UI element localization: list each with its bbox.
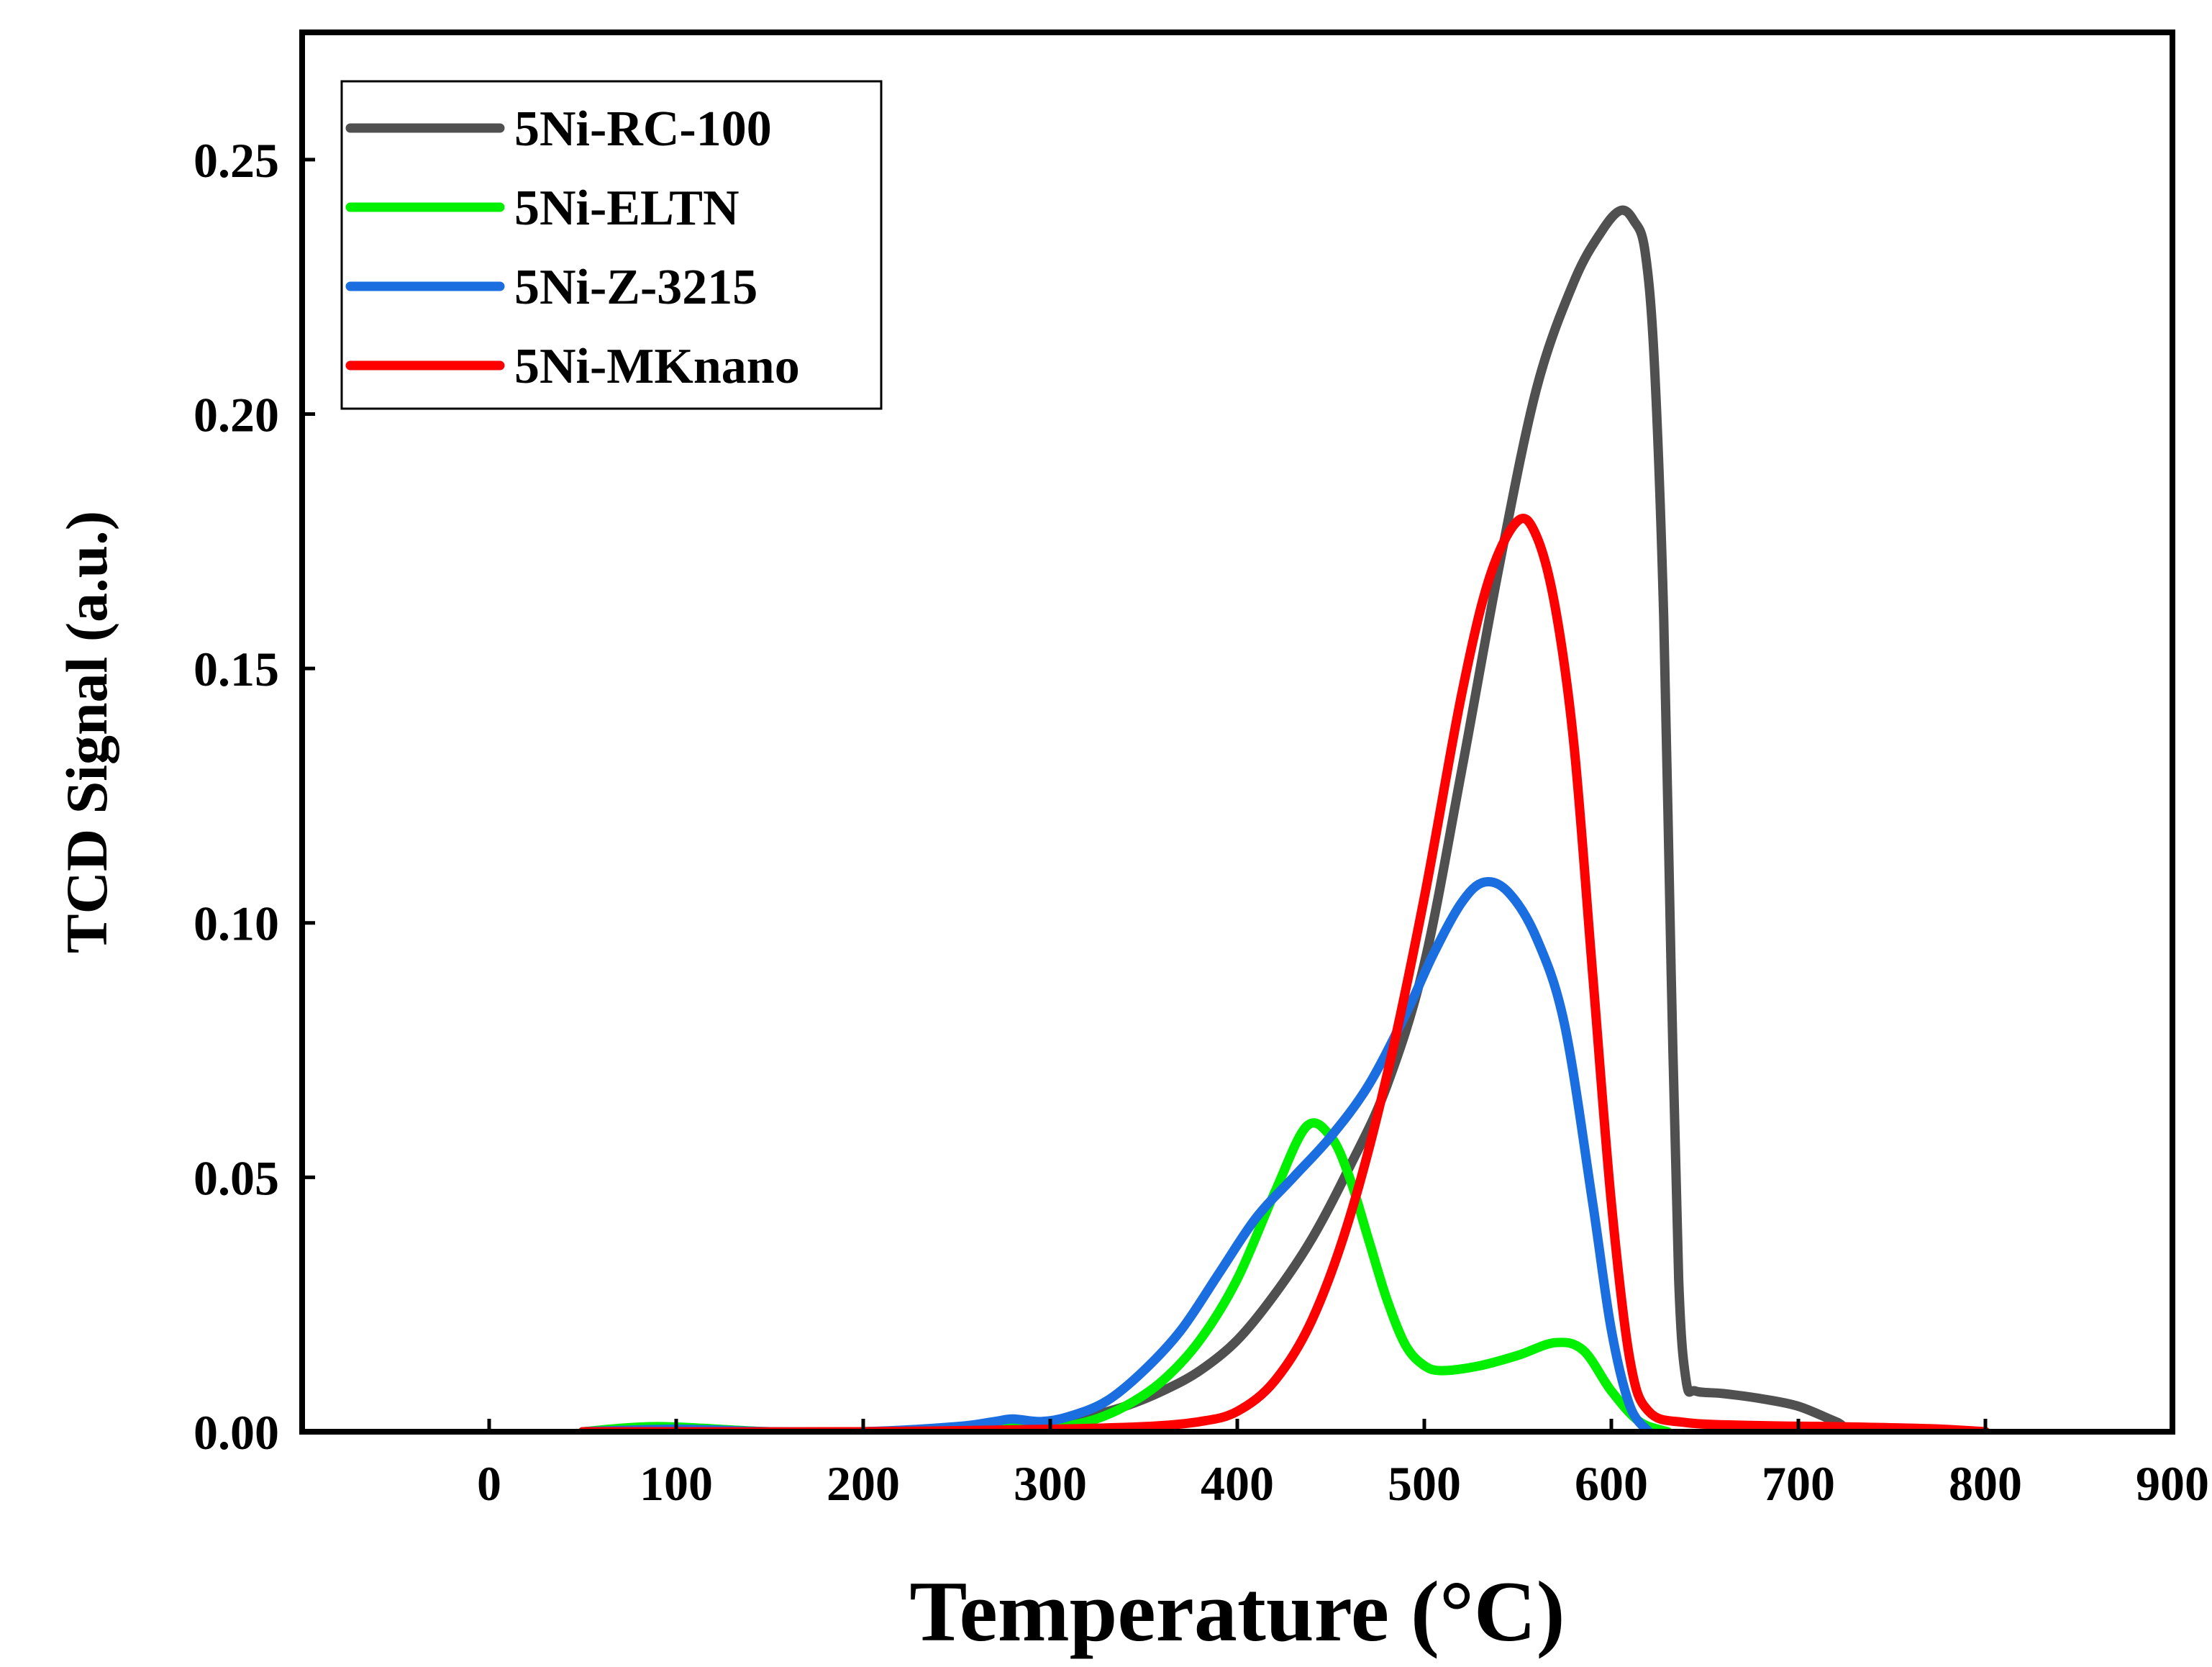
y-axis-title: TCD Signal (a.u.) bbox=[54, 511, 119, 953]
y-tick-label: 0.20 bbox=[194, 387, 279, 442]
y-tick-label: 0.00 bbox=[194, 1405, 279, 1460]
legend-box bbox=[340, 80, 883, 410]
legend-label-5ni-z-3215: 5Ni-Z-3215 bbox=[514, 260, 757, 315]
y-tick-label: 0.25 bbox=[194, 133, 279, 188]
legend-label-5ni-mknano: 5Ni-MKnano bbox=[514, 339, 800, 394]
series-line-5ni-z-3215 bbox=[578, 877, 1654, 1432]
x-tick-label: 300 bbox=[1014, 1456, 1087, 1511]
x-axis-title: Temperature (°C) bbox=[909, 1563, 1565, 1659]
x-tick-label: 700 bbox=[1762, 1456, 1835, 1511]
y-tick-label: 0.05 bbox=[194, 1150, 279, 1205]
x-tick-label: 800 bbox=[1949, 1456, 2022, 1511]
x-tick-label: 900 bbox=[2136, 1456, 2209, 1511]
legend: 5Ni-RC-100 5Ni-ELTN 5Ni-Z-3215 5Ni-MKnano bbox=[340, 80, 883, 410]
y-tick-label: 0.10 bbox=[194, 896, 279, 951]
x-tick-label: 0 bbox=[477, 1456, 501, 1511]
ticks-layer: 0 100 200 300 400 500 600 700 800 900 0.00 0.05 0.10… bbox=[194, 133, 2209, 1511]
series-line-5ni-mknano bbox=[578, 514, 1990, 1432]
series-line-5ni-rc-100 bbox=[578, 205, 1990, 1432]
x-tick-label: 100 bbox=[640, 1456, 713, 1511]
y-tick-label: 0.15 bbox=[194, 642, 279, 696]
legend-label-5ni-rc-100: 5Ni-RC-100 bbox=[514, 101, 772, 157]
x-tick-label: 600 bbox=[1575, 1456, 1648, 1511]
x-tick-label: 400 bbox=[1201, 1456, 1274, 1511]
x-tick-label: 200 bbox=[827, 1456, 900, 1511]
x-tick-label: 500 bbox=[1388, 1456, 1461, 1511]
legend-label-5ni-eltn: 5Ni-ELTN bbox=[514, 181, 739, 236]
